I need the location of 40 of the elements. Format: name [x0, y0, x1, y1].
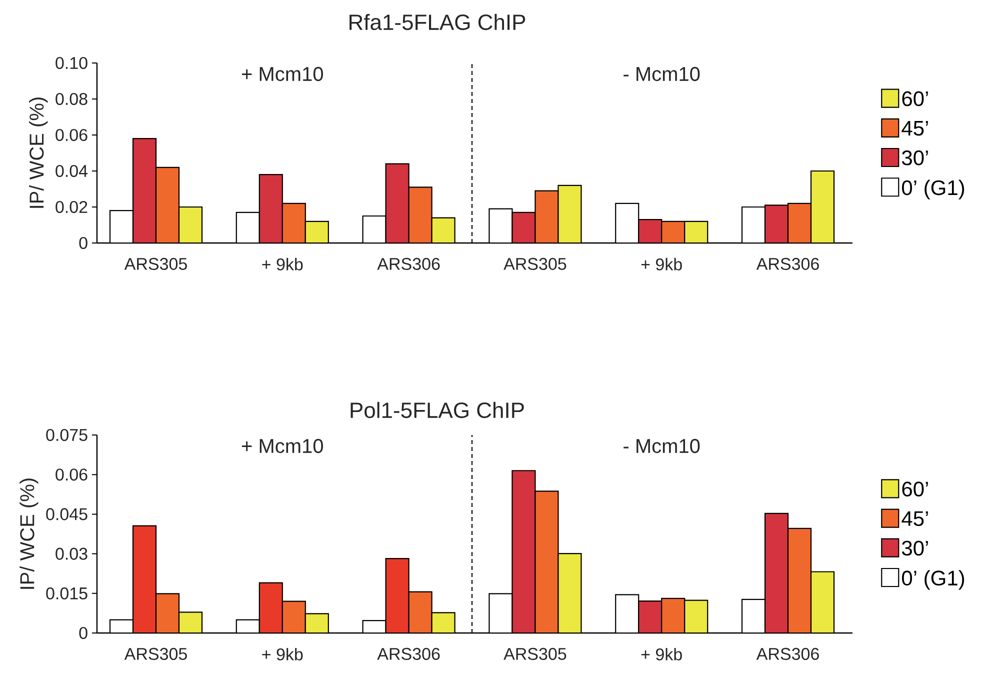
- x-tick-label: ARS306: [756, 648, 819, 660]
- x-tick-label: + 9kb: [641, 648, 682, 660]
- y-tick-label: 0.10: [56, 56, 88, 70]
- y-tick-label: 0.06: [56, 468, 88, 481]
- annotation: + Mcm10: [242, 438, 323, 454]
- chart-title: Pol1-5FLAG ChIP: [350, 402, 524, 418]
- legend-label: 45’: [902, 121, 928, 136]
- chart-title: Rfa1-5FLAG ChIP: [350, 14, 526, 30]
- y-axis-title: IP/ WCE (%): [20, 478, 38, 589]
- y-tick-label: 0.08: [56, 92, 88, 106]
- x-tick-label: + 9kb: [641, 258, 682, 270]
- y-axis-title: IP/ WCE (%): [29, 98, 48, 208]
- legend-label: 0’ (G1): [902, 180, 964, 200]
- y-tick-label: 0: [79, 626, 88, 640]
- legend-label: 60’: [902, 482, 928, 496]
- x-tick-label: ARS306: [756, 258, 819, 270]
- annotation: + Mcm10: [242, 66, 323, 82]
- annotation: - Mcm10: [624, 438, 700, 454]
- x-tick-label: ARS305: [124, 648, 187, 660]
- y-tick-label: 0.045: [46, 508, 88, 520]
- y-tick-label: 0: [79, 236, 88, 250]
- y-tick-label: 0.075: [46, 428, 88, 442]
- legend-label: 45’: [902, 511, 928, 526]
- legend-label: 30’: [902, 540, 928, 556]
- legend-label: 30’: [902, 150, 928, 166]
- x-tick-label: ARS305: [504, 258, 566, 270]
- y-tick-label: 0.04: [56, 164, 88, 178]
- y-tick-label: 0.02: [56, 200, 88, 214]
- y-tick-label: 0.03: [56, 548, 88, 560]
- annotation: - Mcm10: [624, 66, 700, 82]
- legend-label: 60’: [902, 91, 928, 106]
- y-tick-label: 0.06: [56, 128, 88, 142]
- x-tick-label: ARS306: [377, 648, 440, 660]
- x-tick-label: + 9kb: [262, 258, 303, 270]
- legend-label: 0’ (G1): [902, 570, 964, 590]
- x-tick-label: ARS306: [377, 258, 440, 270]
- y-tick-label: 0.015: [46, 587, 88, 600]
- x-tick-label: ARS305: [124, 258, 187, 270]
- x-tick-label: + 9kb: [262, 648, 303, 660]
- x-tick-label: ARS305: [504, 648, 566, 660]
